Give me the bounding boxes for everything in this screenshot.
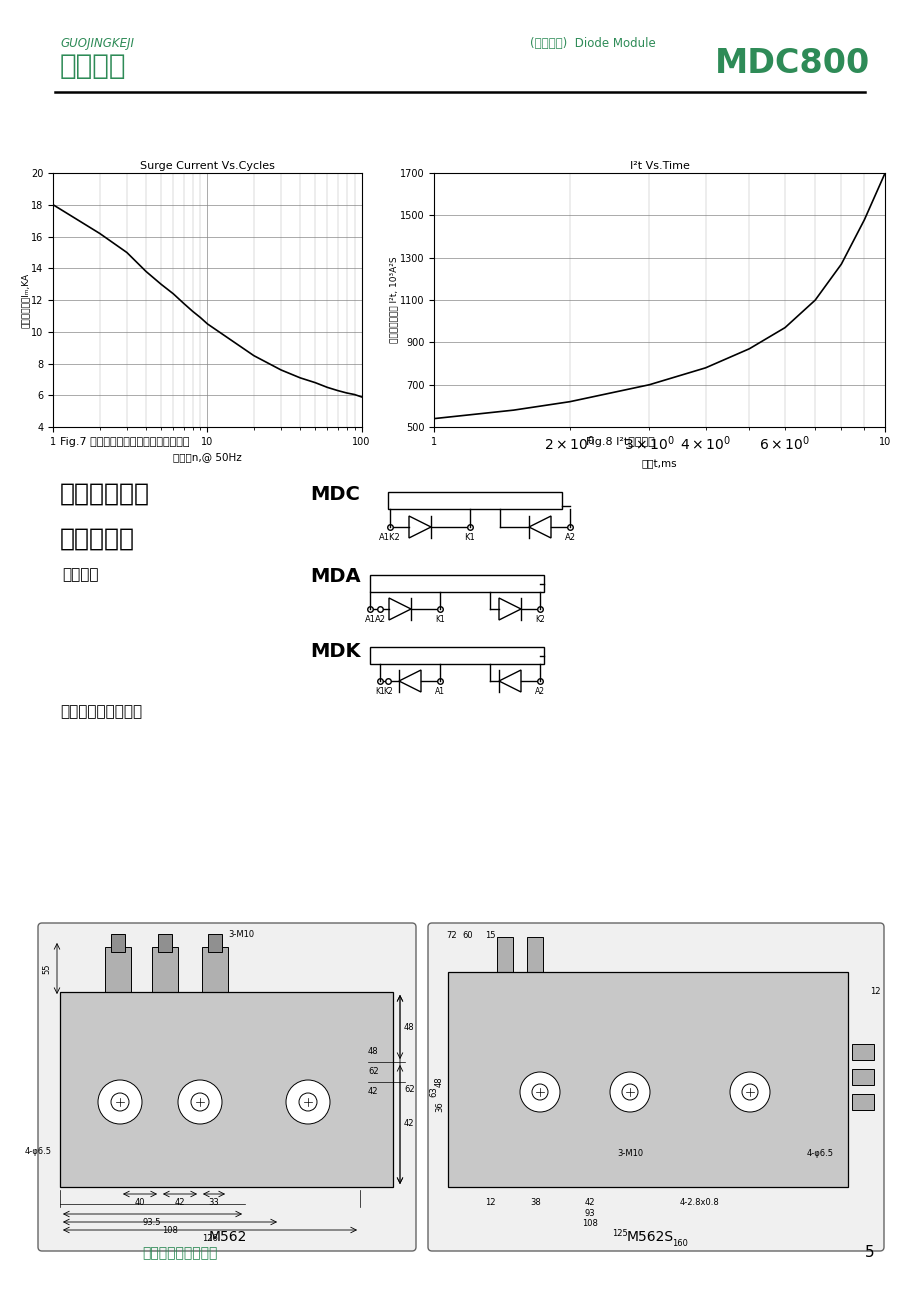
Text: 42: 42 bbox=[584, 1198, 595, 1207]
Text: 电联结形式: 电联结形式 bbox=[60, 527, 135, 551]
Text: （右图）: （右图） bbox=[62, 566, 98, 582]
Text: 3-M10: 3-M10 bbox=[617, 1150, 642, 1159]
Text: 模块外型图、安装图: 模块外型图、安装图 bbox=[60, 704, 142, 719]
Text: 48: 48 bbox=[403, 1022, 414, 1031]
Bar bbox=[60, 992, 392, 1187]
Text: 42: 42 bbox=[175, 1198, 185, 1207]
Text: 12: 12 bbox=[484, 1198, 494, 1207]
X-axis label: 时间t,ms: 时间t,ms bbox=[641, 458, 676, 469]
Text: 42: 42 bbox=[368, 1087, 378, 1096]
Text: 40: 40 bbox=[134, 1198, 145, 1207]
Bar bbox=[496, 937, 513, 973]
Text: 4-φ6.5: 4-φ6.5 bbox=[25, 1147, 52, 1156]
Text: 108: 108 bbox=[162, 1226, 177, 1236]
Text: A1K2: A1K2 bbox=[379, 533, 401, 542]
Text: 38: 38 bbox=[530, 1198, 540, 1207]
Bar bbox=[111, 934, 125, 952]
Text: K1: K1 bbox=[375, 687, 384, 697]
Text: K2: K2 bbox=[535, 615, 544, 624]
Bar bbox=[202, 947, 228, 992]
Text: 55: 55 bbox=[42, 963, 51, 974]
Bar bbox=[851, 1094, 873, 1111]
Text: 108: 108 bbox=[582, 1219, 597, 1228]
Text: Fig.8 I²t特性曲线: Fig.8 I²t特性曲线 bbox=[585, 437, 653, 447]
Circle shape bbox=[286, 1079, 330, 1124]
Text: 12: 12 bbox=[869, 987, 879, 996]
Text: K2: K2 bbox=[382, 687, 392, 697]
Text: 33: 33 bbox=[209, 1198, 219, 1207]
Text: 62: 62 bbox=[368, 1068, 379, 1077]
Text: A1: A1 bbox=[364, 615, 375, 624]
Text: 72: 72 bbox=[447, 931, 457, 940]
Text: 63: 63 bbox=[428, 1087, 437, 1098]
Text: A1: A1 bbox=[435, 687, 445, 697]
Text: 93.5: 93.5 bbox=[142, 1217, 161, 1226]
Text: 126: 126 bbox=[202, 1234, 218, 1243]
Circle shape bbox=[98, 1079, 142, 1124]
Text: 4-2.8x0.8: 4-2.8x0.8 bbox=[679, 1198, 719, 1207]
Y-axis label: 正向浪涌电流Iₘ,KA: 正向浪涌电流Iₘ,KA bbox=[21, 272, 29, 328]
Text: 160: 160 bbox=[672, 1240, 687, 1249]
Bar bbox=[208, 934, 221, 952]
Text: (整流模块)  Diode Module: (整流模块) Diode Module bbox=[529, 36, 655, 49]
Text: 国晶科技: 国晶科技 bbox=[60, 52, 127, 79]
X-axis label: 周波数n,@ 50Hz: 周波数n,@ 50Hz bbox=[173, 452, 242, 462]
Text: 60: 60 bbox=[462, 931, 472, 940]
Bar bbox=[105, 947, 130, 992]
Text: MDC800: MDC800 bbox=[714, 47, 869, 79]
Title: Surge Current Vs.Cycles: Surge Current Vs.Cycles bbox=[140, 161, 275, 171]
Bar bbox=[527, 937, 542, 973]
Text: 125: 125 bbox=[611, 1229, 627, 1238]
Title: I²t Vs.Time: I²t Vs.Time bbox=[629, 161, 689, 171]
Circle shape bbox=[177, 1079, 221, 1124]
FancyBboxPatch shape bbox=[38, 923, 415, 1251]
Y-axis label: 电流平方时间积 I²t, 10³A²S: 电流平方时间积 I²t, 10³A²S bbox=[389, 256, 398, 344]
Text: K1: K1 bbox=[435, 615, 445, 624]
Text: 36: 36 bbox=[435, 1101, 444, 1112]
Text: MDC: MDC bbox=[310, 486, 359, 504]
Bar bbox=[851, 1069, 873, 1085]
Text: 48: 48 bbox=[435, 1077, 444, 1087]
Text: 15: 15 bbox=[484, 931, 494, 940]
Bar bbox=[152, 947, 177, 992]
Bar bbox=[369, 575, 543, 592]
Text: Fig.7 正向浪涌电流与周波数的关系曲线: Fig.7 正向浪涌电流与周波数的关系曲线 bbox=[60, 437, 189, 447]
Text: GUOJINGKEJI: GUOJINGKEJI bbox=[60, 36, 134, 49]
Text: 3-M10: 3-M10 bbox=[228, 930, 254, 939]
Text: K1: K1 bbox=[464, 533, 475, 542]
Text: 专业整流模块制造商: 专业整流模块制造商 bbox=[142, 1246, 218, 1260]
Text: MDK: MDK bbox=[310, 642, 360, 661]
Text: M562: M562 bbox=[209, 1230, 247, 1243]
Text: M562S: M562S bbox=[626, 1230, 673, 1243]
Text: 5: 5 bbox=[865, 1245, 874, 1260]
Text: A2: A2 bbox=[564, 533, 575, 542]
Text: 模块典型电路: 模块典型电路 bbox=[60, 482, 150, 506]
Circle shape bbox=[609, 1072, 650, 1112]
Text: 48: 48 bbox=[368, 1048, 379, 1056]
Text: 4-φ6.5: 4-φ6.5 bbox=[806, 1150, 833, 1159]
Text: MDA: MDA bbox=[310, 566, 360, 586]
Text: 42: 42 bbox=[403, 1120, 414, 1129]
Text: A2: A2 bbox=[535, 687, 544, 697]
Bar bbox=[369, 647, 543, 664]
Bar bbox=[388, 492, 562, 509]
Circle shape bbox=[729, 1072, 769, 1112]
Text: A2: A2 bbox=[374, 615, 385, 624]
FancyBboxPatch shape bbox=[427, 923, 883, 1251]
Text: 62: 62 bbox=[403, 1086, 414, 1095]
Bar bbox=[851, 1044, 873, 1060]
Bar bbox=[158, 934, 172, 952]
Text: 93: 93 bbox=[584, 1210, 595, 1217]
Circle shape bbox=[519, 1072, 560, 1112]
Bar bbox=[448, 973, 847, 1187]
